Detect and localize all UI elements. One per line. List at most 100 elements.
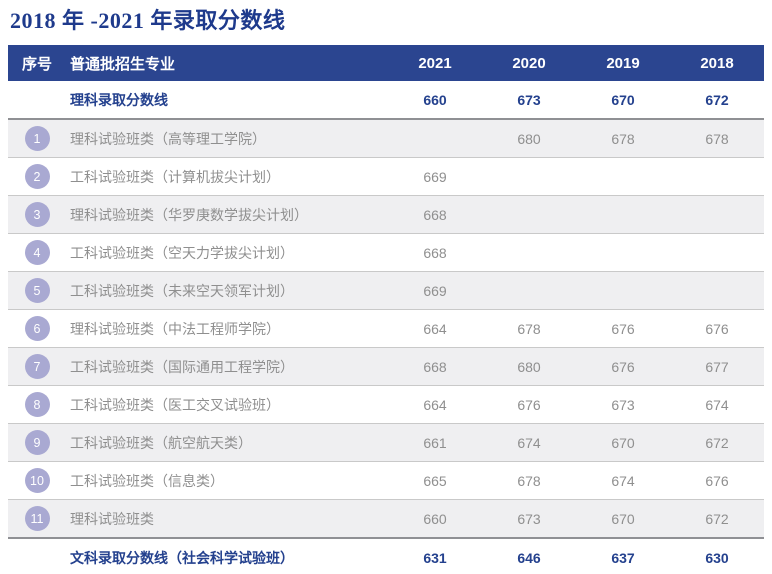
score-cell-2021: 669: [388, 157, 482, 196]
table-row: 9 工科试验班类（航空航天类） 661 674 670 672: [8, 423, 764, 462]
score-cell-2018: 676: [670, 461, 764, 500]
score-cell-2019: 676: [576, 309, 670, 348]
score-cell-2020: 674: [482, 423, 576, 462]
score-cell-2020: 673: [482, 81, 576, 120]
score-cell-2019: [576, 157, 670, 196]
row-number-badge: 7: [24, 354, 50, 380]
major-name-cell: 工科试验班类（国际通用工程学院）: [66, 347, 388, 386]
row-number-cell: 9: [8, 423, 66, 462]
score-cell-2020: [482, 271, 576, 310]
row-number-badge: 5: [24, 278, 50, 304]
major-name-cell: 工科试验班类（未来空天领军计划）: [66, 271, 388, 310]
score-cell-2021: 660: [388, 499, 482, 539]
major-name-cell: 工科试验班类（医工交叉试验班）: [66, 385, 388, 424]
score-cell-2018: 672: [670, 499, 764, 539]
row-number-cell: 11: [8, 499, 66, 539]
row-number-badge: 3: [24, 202, 50, 228]
score-cell-2019: 673: [576, 385, 670, 424]
admission-scores-table: 序号 普通批招生专业 2021 2020 2019 2018 理科录取分数线 6…: [8, 45, 764, 574]
table-row: 4 工科试验班类（空天力学拔尖计划） 668: [8, 233, 764, 272]
score-cell-2018: 672: [670, 423, 764, 462]
major-name-cell: 理科试验班类: [66, 499, 388, 539]
score-cell-2018: [670, 195, 764, 234]
row-number-cell: 3: [8, 195, 66, 234]
row-number-cell: 5: [8, 271, 66, 310]
table-row: 理科录取分数线 660 673 670 672: [8, 81, 764, 120]
major-name-cell: 工科试验班类（航空航天类）: [66, 423, 388, 462]
score-cell-2021: 631: [388, 537, 482, 574]
score-cell-2020: [482, 157, 576, 196]
score-cell-2020: 678: [482, 461, 576, 500]
table-row: 3 理科试验班类（华罗庚数学拔尖计划） 668: [8, 195, 764, 234]
table-body: 理科录取分数线 660 673 670 672 1 理科试验班类（高等理工学院）…: [8, 81, 764, 574]
score-cell-2020: 680: [482, 118, 576, 158]
score-cell-2021: 668: [388, 195, 482, 234]
row-number-badge: 9: [24, 430, 50, 456]
row-number-cell: 1: [8, 118, 66, 158]
table-row: 10 工科试验班类（信息类） 665 678 674 676: [8, 461, 764, 500]
score-cell-2019: [576, 233, 670, 272]
score-cell-2020: [482, 233, 576, 272]
row-number-badge: 10: [24, 468, 50, 494]
row-number-badge: 8: [24, 392, 50, 418]
major-name-cell: 文科录取分数线（社会科学试验班）: [66, 537, 388, 574]
header-col-major: 普通批招生专业: [66, 45, 388, 82]
table-row: 1 理科试验班类（高等理工学院） 680 678 678: [8, 118, 764, 158]
score-cell-2019: 670: [576, 81, 670, 120]
score-cell-2018: 676: [670, 309, 764, 348]
table-header-row: 序号 普通批招生专业 2021 2020 2019 2018: [8, 45, 764, 82]
score-cell-2019: 637: [576, 537, 670, 574]
table-row: 文科录取分数线（社会科学试验班） 631 646 637 630: [8, 537, 764, 574]
header-col-year-2021: 2021: [388, 45, 482, 82]
table-row: 7 工科试验班类（国际通用工程学院） 668 680 676 677: [8, 347, 764, 386]
score-cell-2018: [670, 233, 764, 272]
major-name-cell: 理科试验班类（华罗庚数学拔尖计划）: [66, 195, 388, 234]
score-cell-2019: 678: [576, 118, 670, 158]
header-col-year-2019: 2019: [576, 45, 670, 82]
score-cell-2019: 670: [576, 423, 670, 462]
score-cell-2021: 669: [388, 271, 482, 310]
row-number-cell: 10: [8, 461, 66, 500]
score-cell-2021: 664: [388, 385, 482, 424]
score-cell-2019: [576, 271, 670, 310]
row-number-badge: 1: [24, 126, 50, 152]
row-number-cell: 7: [8, 347, 66, 386]
row-number-cell: 6: [8, 309, 66, 348]
row-number-badge: 11: [24, 506, 50, 532]
row-number-cell: 8: [8, 385, 66, 424]
row-number-cell: 4: [8, 233, 66, 272]
table-row: 8 工科试验班类（医工交叉试验班） 664 676 673 674: [8, 385, 764, 424]
score-cell-2021: 665: [388, 461, 482, 500]
major-name-cell: 工科试验班类（计算机拔尖计划）: [66, 157, 388, 196]
score-cell-2019: 676: [576, 347, 670, 386]
header-col-number: 序号: [8, 45, 66, 82]
major-name-cell: 理科试验班类（高等理工学院）: [66, 118, 388, 158]
major-name-cell: 工科试验班类（信息类）: [66, 461, 388, 500]
row-number-cell: [8, 537, 66, 574]
score-cell-2018: [670, 271, 764, 310]
score-cell-2020: 673: [482, 499, 576, 539]
row-number-cell: 2: [8, 157, 66, 196]
row-number-badge: 4: [24, 240, 50, 266]
row-number-badge: 2: [24, 164, 50, 190]
score-cell-2021: 668: [388, 233, 482, 272]
score-cell-2021: 668: [388, 347, 482, 386]
score-cell-2021: 664: [388, 309, 482, 348]
score-cell-2020: 676: [482, 385, 576, 424]
major-name-cell: 理科录取分数线: [66, 81, 388, 120]
score-cell-2020: 680: [482, 347, 576, 386]
header-col-year-2020: 2020: [482, 45, 576, 82]
score-cell-2020: 678: [482, 309, 576, 348]
row-number-cell: [8, 81, 66, 120]
score-cell-2020: [482, 195, 576, 234]
table-row: 2 工科试验班类（计算机拔尖计划） 669: [8, 157, 764, 196]
score-cell-2021: 661: [388, 423, 482, 462]
score-cell-2021: 660: [388, 81, 482, 120]
table-row: 11 理科试验班类 660 673 670 672: [8, 499, 764, 539]
score-cell-2018: 672: [670, 81, 764, 120]
table-head: 序号 普通批招生专业 2021 2020 2019 2018: [8, 45, 764, 82]
score-cell-2018: 677: [670, 347, 764, 386]
score-cell-2020: 646: [482, 537, 576, 574]
score-cell-2019: 674: [576, 461, 670, 500]
